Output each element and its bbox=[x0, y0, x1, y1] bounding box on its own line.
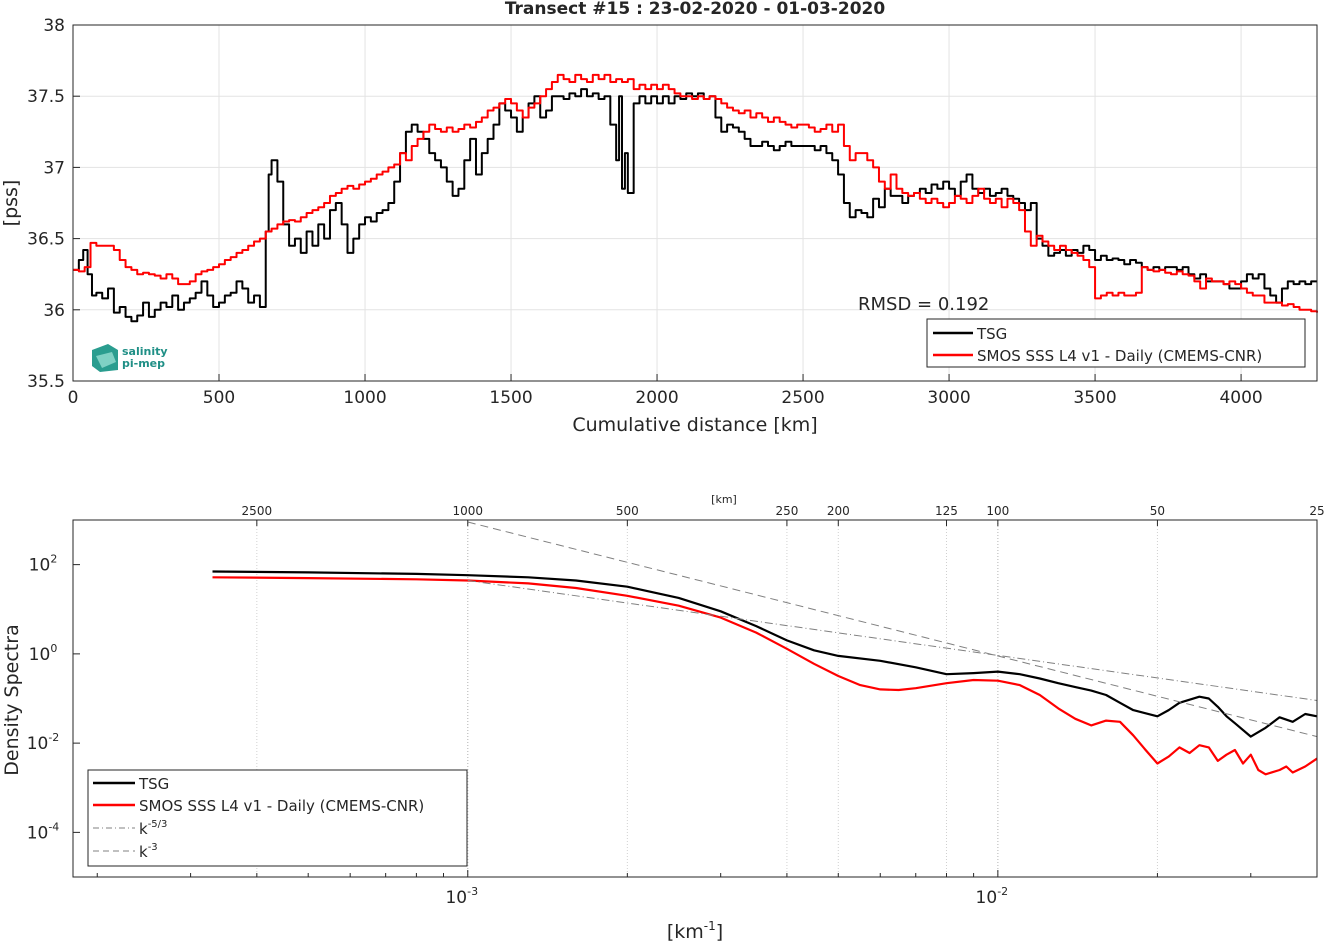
top-x-tick-label: 1500 bbox=[489, 388, 532, 408]
top-y-axis-label: [pss] bbox=[0, 180, 22, 227]
bottom-y-tick-label: 102 bbox=[29, 553, 58, 576]
bottom-top-tick-label: 250 bbox=[775, 504, 798, 518]
bottom-top-tick-label: 25 bbox=[1309, 504, 1324, 518]
bottom-y-tick-label: 100 bbox=[29, 642, 58, 665]
bottom-legend-label-k3: k-3 bbox=[139, 842, 158, 861]
bottom-legend-label-smos: SMOS SSS L4 v1 - Daily (CMEMS-CNR) bbox=[139, 797, 424, 815]
bottom-top-tick-label: 1000 bbox=[452, 504, 483, 518]
top-ticks: 0 500 1000 1500 2000 2500 3000 3500 4000 35.5 36 36… bbox=[27, 16, 1263, 408]
top-x-axis-label: Cumulative distance [km] bbox=[572, 414, 817, 436]
top-x-tick-label: 2000 bbox=[635, 388, 678, 408]
salinity-pi-mep-logo: salinity pi-mep bbox=[92, 344, 168, 372]
top-x-tick-label: 1000 bbox=[343, 388, 386, 408]
bottom-top-tick-label: 2500 bbox=[242, 504, 273, 518]
top-x-tick-label: 500 bbox=[203, 388, 235, 408]
bottom-series-line-0 bbox=[212, 570, 1318, 738]
top-grid bbox=[73, 25, 1317, 381]
bottom-y-tick-label: 10-2 bbox=[27, 731, 60, 754]
rmsd-annotation: RMSD = 0.192 bbox=[858, 294, 989, 315]
top-series-line-0 bbox=[73, 88, 1317, 323]
bottom-x-axis-label: [km-1] bbox=[667, 919, 723, 942]
bottom-top-tick-label: 50 bbox=[1150, 504, 1165, 518]
bottom-x-tick-label: 10-2 bbox=[976, 885, 1009, 908]
top-y-tick-label: 38 bbox=[43, 16, 65, 36]
bottom-top-tick-label: 100 bbox=[986, 504, 1009, 518]
top-series-line-1 bbox=[73, 73, 1318, 313]
density-spectra-chart: 2500 1000 500 250 200 125 100 50 25 10-3 10-2 10-4 1… bbox=[1, 493, 1325, 942]
top-x-tick-label: 4000 bbox=[1219, 388, 1262, 408]
bottom-legend-label-tsg: TSG bbox=[138, 775, 169, 793]
bottom-top-axis-label: [km] bbox=[711, 493, 737, 506]
bottom-series bbox=[212, 521, 1318, 776]
top-series bbox=[73, 73, 1318, 323]
logo-line-2: pi-mep bbox=[122, 357, 165, 370]
top-chart-title: Transect #15 : 23-02-2020 - 01-03-2020 bbox=[505, 0, 886, 19]
logo-line-1: salinity bbox=[122, 345, 168, 358]
top-y-tick-label: 36.5 bbox=[27, 230, 65, 250]
top-y-tick-label: 37.5 bbox=[27, 87, 65, 107]
bottom-y-tick-label: 10-4 bbox=[27, 820, 60, 843]
salinity-transect-chart: 0 500 1000 1500 2000 2500 3000 3500 4000 35.5 36 36… bbox=[0, 0, 1318, 436]
bottom-top-tick-label: 200 bbox=[827, 504, 850, 518]
top-legend: TSG SMOS SSS L4 v1 - Daily (CMEMS-CNR) bbox=[926, 318, 1306, 368]
bottom-series-line-1 bbox=[212, 576, 1318, 776]
top-legend-label-smos: SMOS SSS L4 v1 - Daily (CMEMS-CNR) bbox=[977, 347, 1262, 365]
bottom-y-axis-label: Density Spectra bbox=[1, 624, 23, 775]
bottom-series-line-2 bbox=[467, 580, 1318, 701]
top-y-tick-label: 36 bbox=[43, 301, 65, 321]
bottom-ticks: 2500 1000 500 250 200 125 100 50 25 10-3 10-2 10-4 1… bbox=[27, 504, 1325, 908]
bottom-x-tick-label: 10-3 bbox=[445, 885, 478, 908]
bottom-plot-frame bbox=[72, 519, 1318, 878]
top-plot-frame bbox=[72, 24, 1318, 382]
top-y-tick-label: 35.5 bbox=[27, 372, 65, 392]
bottom-legend: TSG SMOS SSS L4 v1 - Daily (CMEMS-CNR) k… bbox=[87, 769, 468, 867]
bottom-legend-box bbox=[87, 769, 468, 867]
bottom-series-line-3 bbox=[467, 521, 1318, 738]
top-x-tick-label: 2500 bbox=[781, 388, 824, 408]
top-legend-box bbox=[926, 318, 1306, 368]
top-x-tick-label: 3000 bbox=[927, 388, 970, 408]
top-x-tick-label: 0 bbox=[68, 388, 79, 408]
top-x-tick-label: 3500 bbox=[1073, 388, 1116, 408]
bottom-top-tick-label: 125 bbox=[935, 504, 958, 518]
bottom-legend-label-k53: k-5/3 bbox=[139, 819, 167, 838]
top-legend-label-tsg: TSG bbox=[976, 325, 1007, 343]
top-y-tick-label: 37 bbox=[43, 158, 65, 178]
bottom-top-tick-label: 500 bbox=[616, 504, 639, 518]
